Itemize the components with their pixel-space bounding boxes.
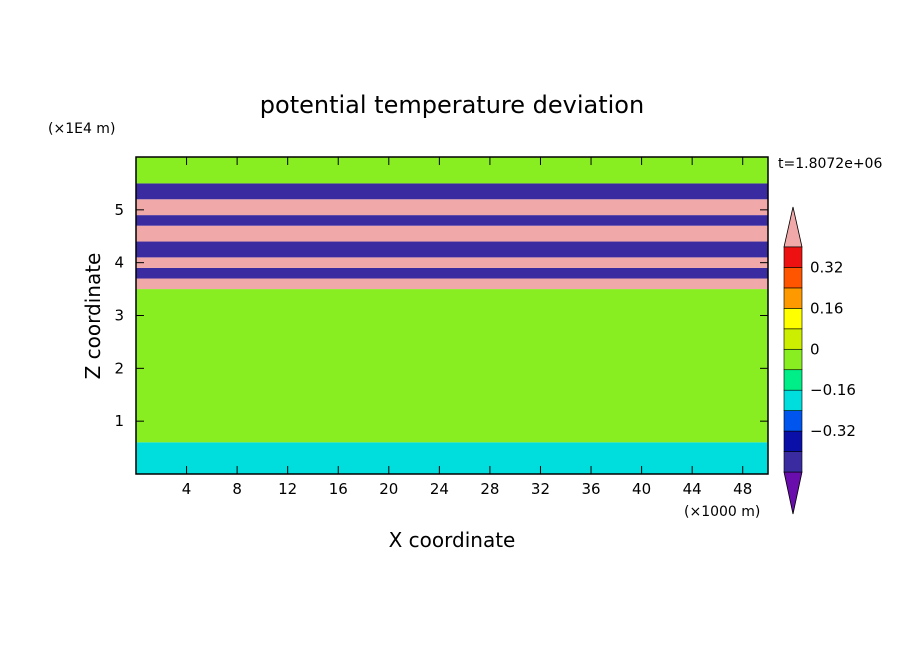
y-tick-label: 1 <box>114 412 124 430</box>
x-tick-label: 32 <box>531 480 550 498</box>
x-tick-label: 8 <box>232 480 242 498</box>
colorbar-label: 0 <box>810 340 820 358</box>
colorbar-min-triangle <box>783 471 803 515</box>
y-tick-label: 3 <box>114 307 124 325</box>
contour-band-2 <box>136 278 768 290</box>
contour-band-10 <box>136 157 768 184</box>
colorbar-max-triangle <box>783 206 803 248</box>
colorbar-segment <box>783 328 803 350</box>
contour-band-8 <box>136 199 768 216</box>
colorbar-label: −0.32 <box>810 422 856 440</box>
x-tick-label: 40 <box>632 480 651 498</box>
colorbar-label: 0.32 <box>810 258 843 276</box>
y-tick-label: 2 <box>114 359 124 377</box>
colorbar-segment <box>783 287 803 309</box>
colorbar-segment <box>783 451 803 473</box>
x-scale-label: (×1000 m) <box>684 504 760 520</box>
colorbar-segment <box>783 308 803 330</box>
contour-band-4 <box>136 257 768 268</box>
y-tick-label: 4 <box>114 254 124 272</box>
colorbar-segment <box>783 410 803 432</box>
contour-band-3 <box>136 267 768 279</box>
y-axis-title: Z coordinate <box>81 253 105 380</box>
plot-area <box>135 156 769 475</box>
y-tick-label: 5 <box>114 201 124 219</box>
colorbar-segment <box>783 246 803 268</box>
colorbar-segment <box>783 389 803 411</box>
x-tick-label: 12 <box>278 480 297 498</box>
contour-band-6 <box>136 225 768 242</box>
x-tick-label: 20 <box>379 480 398 498</box>
contour-band-0 <box>136 442 768 474</box>
colorbar-segment <box>783 369 803 391</box>
x-axis-title: X coordinate <box>389 528 516 552</box>
x-tick-label: 24 <box>430 480 449 498</box>
x-tick-label: 16 <box>329 480 348 498</box>
x-tick-label: 44 <box>683 480 702 498</box>
y-scale-label: (×1E4 m) <box>48 121 115 137</box>
colorbar-segment <box>783 430 803 452</box>
contour-band-7 <box>136 215 768 226</box>
colorbar: −0.32 −0.16 0 0.16 0.32 <box>783 206 856 515</box>
x-tick-label: 36 <box>581 480 600 498</box>
colorbar-segment <box>783 267 803 289</box>
y-axis: 1 2 3 4 5 <box>114 201 768 430</box>
time-label: t=1.8072e+06 <box>778 156 882 172</box>
contour-band-5 <box>136 241 768 258</box>
x-axis: 4 8 12 16 20 24 28 32 36 40 44 48 <box>182 157 752 498</box>
x-tick-label: 28 <box>480 480 499 498</box>
x-tick-label: 48 <box>733 480 752 498</box>
contour-band-1 <box>136 289 768 443</box>
chart-title: potential temperature deviation <box>260 91 644 119</box>
colorbar-label: 0.16 <box>810 299 843 317</box>
colorbar-segment <box>783 348 803 371</box>
x-tick-label: 4 <box>182 480 192 498</box>
colorbar-label: −0.16 <box>810 381 856 399</box>
contour-band-9 <box>136 183 768 200</box>
